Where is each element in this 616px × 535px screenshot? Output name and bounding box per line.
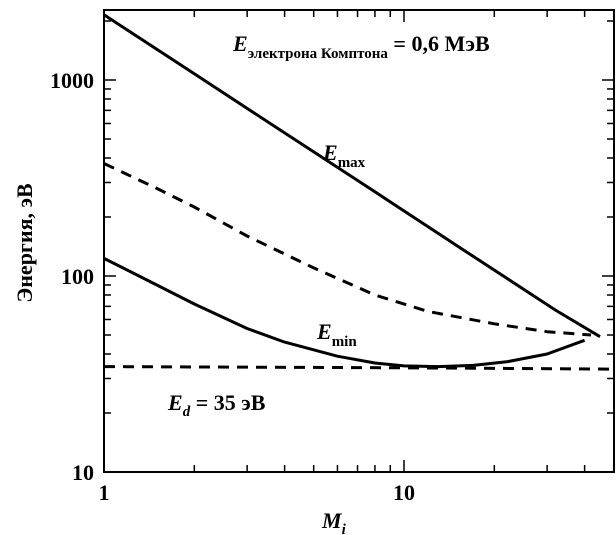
annotation-emin-sub: min	[332, 334, 358, 350]
annotation-compton-sub: электрона Комптона	[248, 46, 389, 62]
annotation-emin-main: E	[316, 319, 332, 344]
annotation-ed: Ed = 35 эВ	[167, 390, 266, 420]
annotation-emin: Emin	[316, 319, 357, 350]
y-tick-label: 100	[61, 264, 94, 289]
y-tick-label: 10	[72, 460, 94, 485]
series-line-3	[103, 257, 586, 369]
annotation-emax-main: E	[322, 140, 338, 165]
plot-frame	[103, 9, 615, 473]
annotation-ed-main: E	[167, 390, 183, 415]
annotation-compton-main: E	[232, 31, 248, 56]
x-axis-title-sub: i	[342, 522, 347, 535]
series-line-1	[103, 13, 601, 338]
annotation-ed-sub: d	[183, 404, 191, 420]
annotation-compton-rest: = 0,6 МэВ	[388, 31, 490, 56]
annotation-compton: Eэлектрона Комптона = 0,6 МэВ	[232, 31, 490, 62]
x-axis-title: Mi	[321, 508, 347, 535]
series-layer	[103, 13, 614, 371]
annotation-ed-rest: = 35 эВ	[190, 390, 266, 415]
y-axis-title: Энергия, эВ	[12, 183, 37, 303]
x-axis-title-main: M	[321, 508, 343, 533]
series-line-4	[103, 365, 614, 371]
y-tick-label: 1000	[50, 68, 94, 93]
annotation-emax: Emax	[322, 140, 366, 171]
x-tick-label: 1	[99, 480, 110, 505]
series-line-2	[103, 162, 592, 337]
annotation-emax-sub: max	[338, 155, 366, 171]
x-tick-label: 10	[393, 480, 415, 505]
